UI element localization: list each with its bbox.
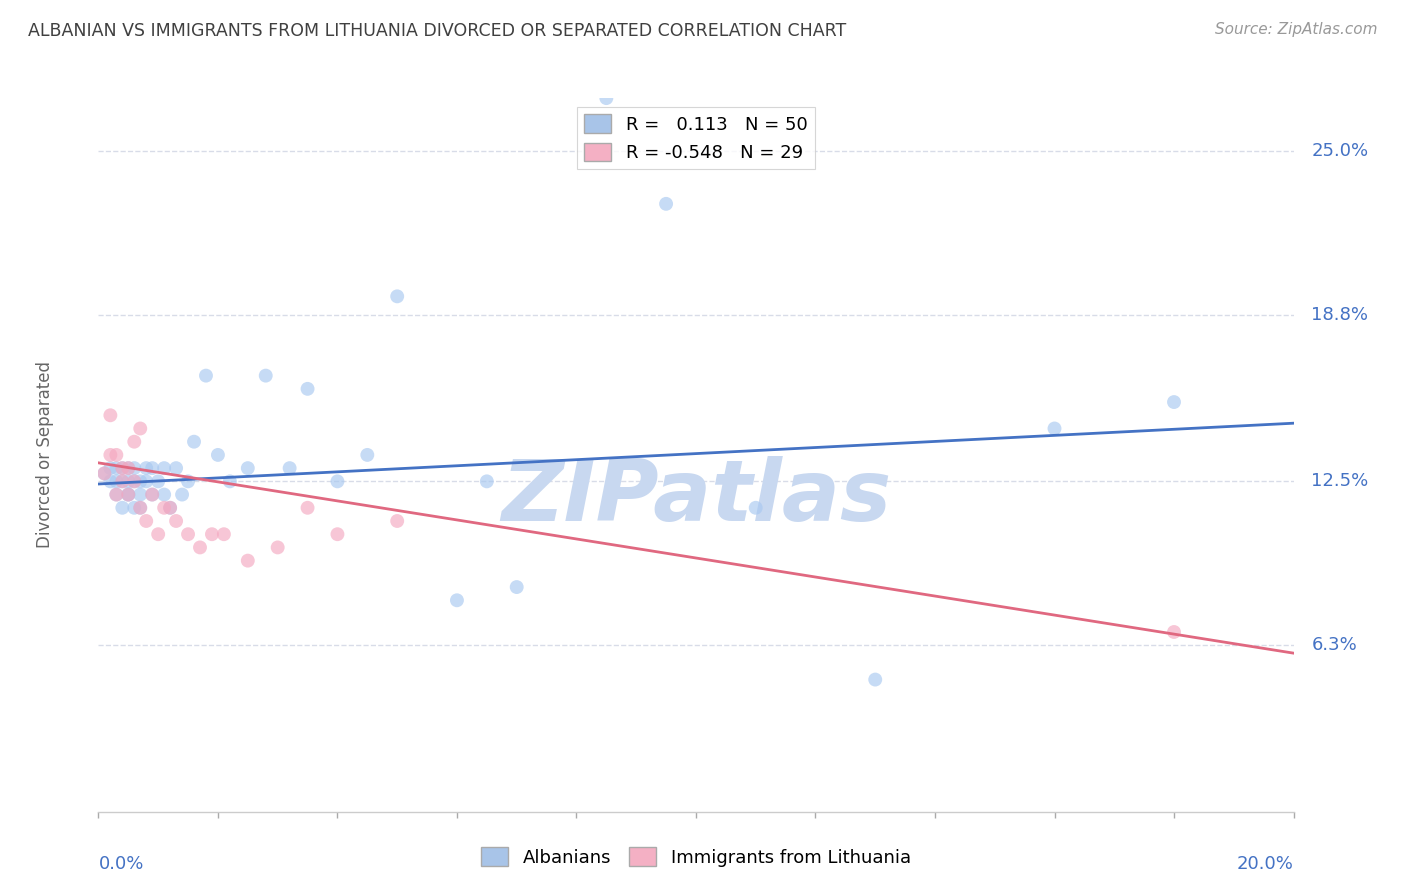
Point: [278, 461, 301, 475]
Point: [236, 554, 259, 568]
Legend: Albanians, Immigrants from Lithuania: Albanians, Immigrants from Lithuania: [474, 840, 918, 874]
Point: [105, 487, 128, 501]
Point: [446, 593, 468, 607]
Point: [194, 368, 218, 383]
Text: Source: ZipAtlas.com: Source: ZipAtlas.com: [1215, 22, 1378, 37]
Point: [98, 475, 122, 489]
Point: [124, 434, 146, 449]
Point: [297, 500, 319, 515]
Point: [159, 500, 181, 515]
Point: [267, 541, 290, 555]
Text: 25.0%: 25.0%: [1312, 142, 1368, 160]
Point: [254, 368, 277, 383]
Point: [135, 461, 157, 475]
Point: [141, 461, 163, 475]
Point: [153, 500, 176, 515]
Point: [111, 475, 134, 489]
Point: [1163, 625, 1185, 640]
Text: 6.3%: 6.3%: [1312, 636, 1357, 654]
Point: [219, 475, 242, 489]
Point: [207, 448, 229, 462]
Point: [105, 461, 128, 475]
Point: [117, 487, 139, 501]
Point: [105, 448, 128, 462]
Point: [188, 541, 211, 555]
Point: [148, 527, 170, 541]
Point: [183, 434, 205, 449]
Point: [141, 487, 163, 501]
Point: [117, 475, 139, 489]
Point: [1163, 395, 1185, 409]
Point: [865, 673, 887, 687]
Point: [165, 461, 187, 475]
Text: ZIPatlas: ZIPatlas: [501, 456, 891, 540]
Point: [105, 487, 128, 501]
Point: [129, 487, 152, 501]
Point: [129, 475, 152, 489]
Point: [148, 475, 170, 489]
Point: [93, 467, 115, 481]
Point: [124, 500, 146, 515]
Point: [385, 289, 409, 303]
Text: 12.5%: 12.5%: [1312, 473, 1368, 491]
Point: [124, 461, 146, 475]
Point: [98, 461, 122, 475]
Point: [141, 487, 163, 501]
Point: [111, 475, 134, 489]
Point: [236, 461, 259, 475]
Point: [117, 461, 139, 475]
Point: [177, 527, 200, 541]
Point: [326, 527, 349, 541]
Text: 0.0%: 0.0%: [98, 855, 143, 872]
Point: [111, 500, 134, 515]
Text: Divorced or Separated: Divorced or Separated: [35, 361, 53, 549]
Point: [159, 500, 181, 515]
Point: [129, 500, 152, 515]
Point: [129, 421, 152, 435]
Point: [506, 580, 529, 594]
Point: [1043, 421, 1066, 435]
Point: [93, 467, 115, 481]
Point: [297, 382, 319, 396]
Text: 20.0%: 20.0%: [1237, 855, 1294, 872]
Point: [172, 487, 194, 501]
Point: [111, 461, 134, 475]
Point: [105, 475, 128, 489]
Point: [326, 475, 349, 489]
Point: [201, 527, 224, 541]
Text: 18.8%: 18.8%: [1312, 306, 1368, 324]
Point: [124, 475, 146, 489]
Point: [98, 409, 122, 423]
Point: [124, 475, 146, 489]
Point: [655, 197, 678, 211]
Point: [111, 461, 134, 475]
Point: [745, 500, 768, 515]
Point: [475, 475, 498, 489]
Point: [117, 487, 139, 501]
Point: [135, 514, 157, 528]
Point: [165, 514, 187, 528]
Point: [177, 475, 200, 489]
Point: [98, 448, 122, 462]
Point: [117, 487, 139, 501]
Point: [153, 461, 176, 475]
Point: [135, 475, 157, 489]
Point: [153, 487, 176, 501]
Point: [356, 448, 378, 462]
Text: ALBANIAN VS IMMIGRANTS FROM LITHUANIA DIVORCED OR SEPARATED CORRELATION CHART: ALBANIAN VS IMMIGRANTS FROM LITHUANIA DI…: [28, 22, 846, 40]
Point: [212, 527, 235, 541]
Point: [129, 500, 152, 515]
Point: [117, 461, 139, 475]
Point: [385, 514, 409, 528]
Point: [595, 91, 617, 105]
